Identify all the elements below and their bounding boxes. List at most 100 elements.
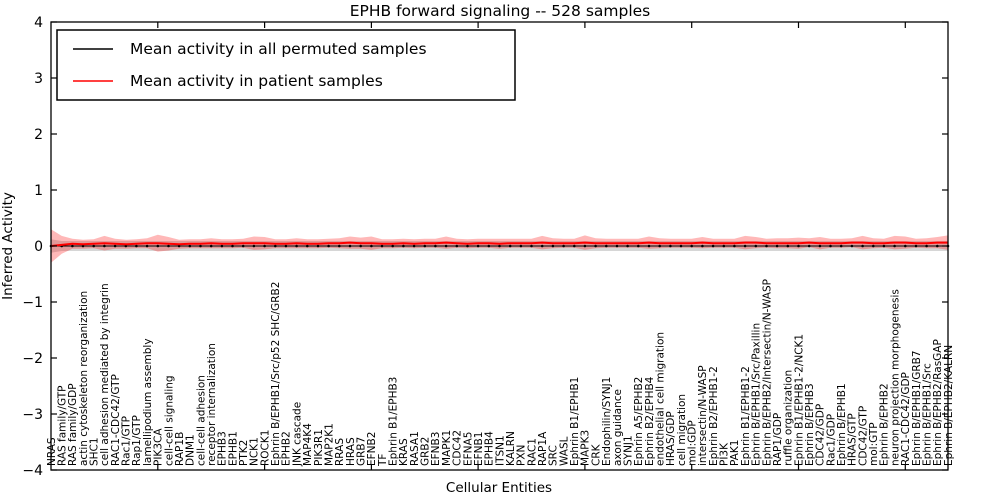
x-tick-label: receptor internalization: [206, 343, 218, 466]
x-tick-label: cell-cell signaling: [163, 375, 175, 466]
x-tick-label: Ephrin B1/EPHB1: [569, 377, 581, 466]
x-tick-label: EPHB1: [227, 431, 239, 466]
y-tick-label: 3: [34, 71, 43, 87]
marker-permuted: [551, 244, 555, 248]
x-tick-label: HRAS/GDP: [665, 411, 677, 466]
x-tick-label: cell migration: [676, 394, 688, 466]
marker-permuted: [647, 244, 651, 248]
y-tick-label: 2: [34, 127, 43, 143]
legend: Mean activity in all permuted samples Me…: [56, 29, 516, 101]
x-tick-label: EFNB1: [473, 432, 485, 466]
marker-permuted: [519, 244, 523, 248]
marker-permuted: [690, 244, 693, 248]
marker-permuted: [359, 244, 363, 248]
x-tick-label: lamellipodium assembly: [142, 338, 154, 466]
x-tick-label: Ephrin B/EPHB1/Src: [921, 363, 933, 466]
x-tick-label: KALRN: [505, 431, 517, 466]
marker-permuted: [861, 244, 864, 248]
x-tick-label: GRB7: [356, 437, 368, 466]
x-tick-label: CRK: [590, 443, 602, 466]
x-tick-label: CDC42: [452, 430, 464, 466]
x-tick-label: EPHB3: [217, 431, 229, 466]
marker-permuted: [241, 244, 245, 248]
marker-permuted: [113, 244, 117, 248]
x-tick-label: endothelial cell migration: [655, 332, 667, 466]
marker-permuted: [103, 244, 106, 248]
marker-permuted: [797, 244, 800, 248]
x-tick-label: Ephrin B/EPHB1/GRB7: [911, 350, 923, 466]
x-tick-label: Ephrin B/EPHB2/Intersectin/N-WASP: [761, 279, 773, 466]
marker-permuted: [284, 244, 288, 248]
x-tick-label: Ephrin B1/EPHB3: [388, 377, 400, 466]
marker-permuted: [594, 244, 597, 248]
series-lines: [49, 241, 950, 248]
marker-permuted: [476, 244, 480, 248]
x-tick-label: Ephrin B1/EPHB1-2/NCK1: [793, 334, 805, 466]
x-tick-label: Ephrin B2/EPHB1-2: [708, 366, 720, 466]
x-tick-label: Rac1/GTP: [121, 416, 133, 466]
x-tick-label: SHC1: [89, 437, 101, 466]
x-tick-label: ruffle organization: [783, 370, 795, 466]
marker-permuted: [679, 244, 683, 248]
x-tick-label: RRAS: [334, 438, 346, 466]
x-tick-label: PIK3CA: [153, 428, 165, 466]
x-axis-label: Cellular Entities: [446, 480, 552, 496]
y-tick-label: 4: [34, 15, 43, 31]
marker-permuted: [348, 244, 352, 248]
x-tick-label: Ephrin B1/EPHB1-2: [740, 366, 752, 466]
marker-permuted: [423, 244, 427, 248]
legend-box: [56, 29, 516, 101]
x-tick-label: Ephrin B/EPHB1: [836, 383, 848, 466]
x-tick-label: RAP1B: [174, 432, 186, 466]
x-tick-label: Endophilin/SYNJ1: [601, 377, 613, 466]
marker-permuted: [231, 244, 234, 248]
x-tick-label: Ephrin A5/EPHB2: [633, 377, 645, 466]
x-tick-label: actin cytoskeleton reorganization: [78, 291, 90, 466]
marker-permuted: [626, 244, 629, 248]
y-tick-label: −1: [22, 295, 43, 311]
marker-permuted: [199, 244, 202, 248]
marker-permuted: [295, 244, 298, 248]
x-tick-label: RAC1-CDC42/GTP: [110, 374, 122, 466]
x-tick-label: Ephrin B/EPHB2/KALRN: [943, 345, 955, 466]
marker-permuted: [775, 244, 779, 248]
axis-ticks: [51, 21, 948, 471]
marker-permuted: [412, 244, 416, 248]
x-tick-label: Rac1/GDP: [825, 414, 837, 466]
x-tick-label: mol:GDP: [687, 420, 699, 466]
x-tick-label: EPHB2: [281, 431, 293, 466]
x-tick-label: WASL: [558, 436, 570, 466]
x-tick-label: RAP1/GDP: [772, 413, 784, 466]
y-tick-label: −4: [22, 463, 43, 479]
x-tick-label: PAK1: [729, 440, 741, 466]
line-patient: [50, 241, 948, 247]
marker-permuted: [754, 244, 758, 248]
marker-permuted: [434, 244, 437, 248]
marker-permuted: [765, 244, 768, 248]
y-tick-label: 1: [34, 183, 43, 199]
marker-permuted: [209, 244, 213, 248]
marker-permuted: [402, 244, 405, 248]
marker-permuted: [455, 244, 459, 248]
x-tick-label: CDC42/GTP: [857, 406, 869, 466]
marker-permuted: [391, 244, 395, 248]
marker-permuted: [177, 244, 181, 248]
marker-permuted: [807, 244, 811, 248]
marker-permuted: [508, 244, 512, 248]
x-tick-label: Ephrin B2/EPHB4: [644, 376, 656, 466]
marker-permuted: [786, 244, 790, 248]
x-tick-label: mol:GTP: [868, 422, 880, 466]
x-tick-label: CDC42/GDP: [815, 404, 827, 466]
x-tick-label: PXN: [516, 445, 528, 466]
marker-permuted: [936, 244, 939, 248]
marker-permuted: [711, 244, 715, 248]
x-tick-label: cell adhesion mediated by integrin: [99, 283, 111, 466]
x-tick-label: EFNA5: [462, 432, 474, 466]
marker-permuted: [733, 244, 736, 248]
x-tick-label: Rap1/GTP: [131, 415, 143, 466]
x-tick-label: Ephrin B/EPHB3: [804, 383, 816, 466]
marker-permuted: [92, 244, 95, 248]
marker-permuted: [914, 244, 918, 248]
